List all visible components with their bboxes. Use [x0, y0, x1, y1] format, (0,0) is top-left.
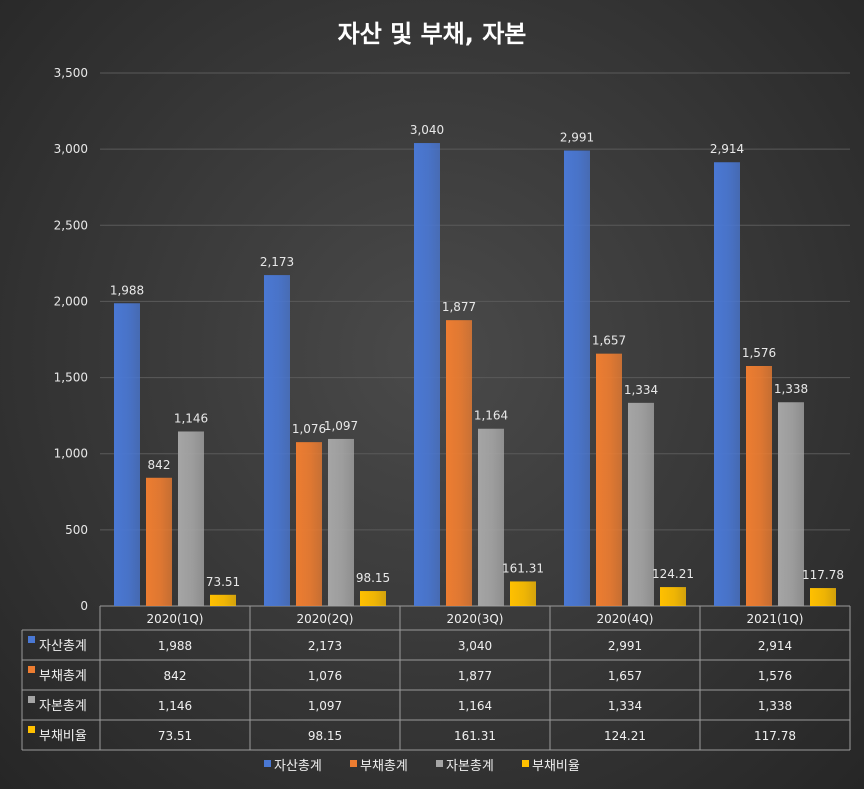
table-cell: 1,657	[608, 669, 642, 683]
table-cell: 1,076	[308, 669, 342, 683]
bar-2020-2q-series1	[264, 275, 290, 606]
data-label: 124.21	[652, 567, 694, 581]
table-cell: 1,097	[308, 699, 342, 713]
x-tick-label: 2021(1Q)	[747, 612, 804, 626]
table-cell: 117.78	[754, 729, 796, 743]
table-cell: 1,338	[758, 699, 792, 713]
chart-title: 자산 및 부채, 자본	[338, 20, 527, 48]
table-cell: 3,040	[458, 639, 492, 653]
table-cell: 2,991	[608, 639, 642, 653]
table-cell: 1,146	[158, 699, 192, 713]
y-tick-label: 1,000	[54, 447, 88, 461]
x-tick-label: 2020(1Q)	[147, 612, 204, 626]
bar-2021-1q-series1	[714, 162, 740, 606]
data-label: 98.15	[356, 571, 390, 585]
data-label: 1,338	[774, 382, 808, 396]
table-cell: 1,164	[458, 699, 492, 713]
data-label: 1,988	[110, 283, 144, 297]
table-cell: 73.51	[158, 729, 192, 743]
bar-2020-3q-series3	[478, 428, 504, 606]
table-row-label: 부채총계	[39, 669, 87, 684]
table-cell: 1,576	[758, 669, 792, 683]
gridlines	[100, 72, 850, 607]
legend-label: 부채비율	[532, 759, 580, 774]
data-label: 1,097	[324, 419, 358, 433]
data-label: 1,334	[624, 383, 658, 397]
bar-2020-1q-series2	[146, 477, 172, 606]
data-label: 161.31	[502, 561, 544, 575]
bar-2021-1q-series4	[810, 588, 836, 606]
y-tick-label: 0	[80, 599, 88, 613]
data-label: 117.78	[802, 568, 844, 582]
table-legend-key	[28, 666, 35, 673]
bar-2020-2q-series3	[328, 438, 354, 606]
data-label: 1,146	[174, 411, 208, 425]
data-label: 3,040	[410, 123, 444, 137]
legend-swatch	[350, 760, 357, 767]
y-tick-label: 2,000	[54, 294, 88, 308]
bar-2020-2q-series4	[360, 591, 386, 606]
bar-2020-4q-series3	[628, 402, 654, 606]
x-tick-label: 2020(4Q)	[597, 612, 654, 626]
table-cell: 2,173	[308, 639, 342, 653]
table-cell: 98.15	[308, 729, 342, 743]
bar-2020-1q-series3	[178, 431, 204, 606]
y-axis: 0 500 1,000 1,500 2,000 2,500 3,000 3,500	[54, 66, 88, 613]
legend-swatch	[436, 760, 443, 767]
bar-2020-2q-series2	[296, 442, 322, 606]
data-label: 1,076	[292, 422, 326, 436]
y-tick-label: 500	[65, 523, 88, 537]
legend-label: 부채총계	[360, 759, 408, 774]
data-label: 2,173	[260, 255, 294, 269]
legend: 자산총계 부채총계 자본총계 부채비율	[264, 759, 580, 774]
data-label: 1,164	[474, 409, 508, 423]
bar-2020-3q-series1	[414, 143, 440, 606]
data-label: 1,877	[442, 300, 476, 314]
table-row-label: 자산총계	[39, 639, 87, 654]
legend-label: 자산총계	[274, 759, 322, 774]
data-label: 842	[148, 458, 171, 472]
bar-2020-3q-series2	[446, 320, 472, 606]
y-tick-label: 3,500	[54, 66, 88, 80]
table-row-label: 부채비율	[39, 729, 87, 744]
data-label: 1,576	[742, 346, 776, 360]
table-cell: 842	[164, 669, 187, 683]
data-label: 73.51	[206, 575, 240, 589]
x-tick-label: 2020(3Q)	[447, 612, 504, 626]
y-tick-label: 1,500	[54, 371, 88, 385]
table-cell: 124.21	[604, 729, 646, 743]
bars	[114, 143, 836, 606]
table-legend-key	[28, 696, 35, 703]
y-tick-label: 3,000	[54, 142, 88, 156]
table-legend-key	[28, 726, 35, 733]
data-label: 1,657	[592, 334, 626, 348]
table-legend-key	[28, 636, 35, 643]
legend-label: 자본총계	[446, 759, 494, 774]
bar-2020-3q-series4	[510, 581, 536, 606]
table-cell: 1,334	[608, 699, 642, 713]
bar-2021-1q-series2	[746, 365, 772, 606]
bar-2021-1q-series3	[778, 402, 804, 606]
bar-2020-4q-series1	[564, 150, 590, 606]
data-label: 2,914	[710, 142, 744, 156]
table-cell: 161.31	[454, 729, 496, 743]
table-cell: 1,988	[158, 639, 192, 653]
legend-swatch	[522, 760, 529, 767]
bar-2020-4q-series2	[596, 353, 622, 606]
bar-2020-4q-series4	[660, 587, 686, 606]
data-label: 2,991	[560, 131, 594, 145]
data-table: 2020(1Q) 2020(2Q) 2020(3Q) 2020(4Q) 2021(1Q)…	[21, 606, 851, 751]
table-cell: 2,914	[758, 639, 792, 653]
bar-2020-1q-series4	[210, 594, 236, 606]
x-tick-label: 2020(2Q)	[297, 612, 354, 626]
table-row-label: 자본총계	[39, 699, 87, 714]
bar-2020-1q-series1	[114, 303, 140, 606]
legend-swatch	[264, 760, 271, 767]
y-tick-label: 2,500	[54, 218, 88, 232]
table-cell: 1,877	[458, 669, 492, 683]
